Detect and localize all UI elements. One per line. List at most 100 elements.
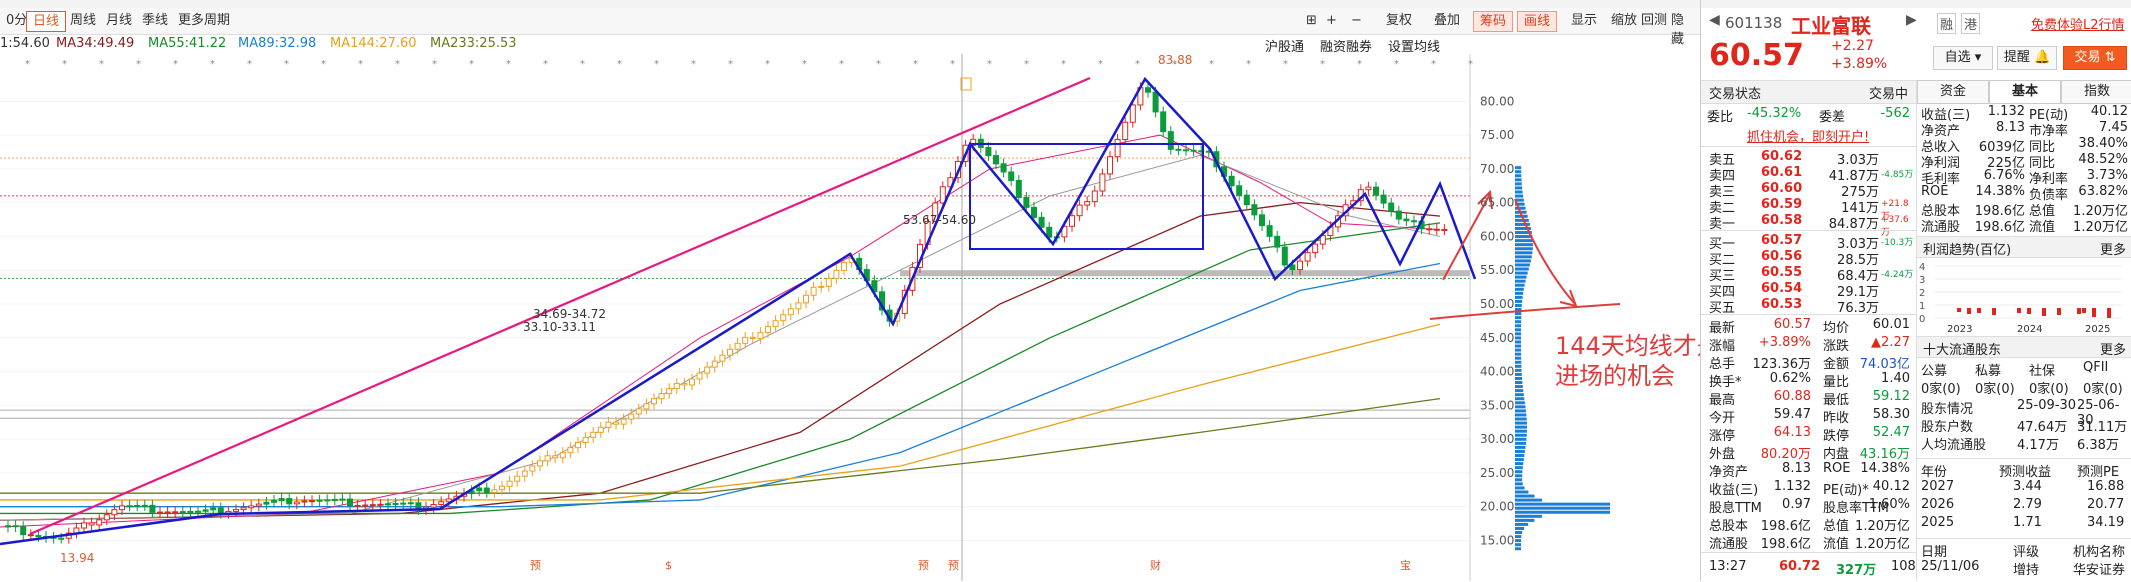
open-account-link[interactable]: 抓住机会，即刻开户! (1747, 130, 1870, 145)
period-week-tab[interactable]: 周线 (70, 13, 97, 28)
tab-index[interactable]: 指数 (2061, 80, 2131, 104)
candle-body (263, 501, 270, 505)
ask-label: 卖二 (1709, 201, 1736, 216)
l2-trial-link[interactable]: 免费体验L2行情 (2031, 18, 2125, 33)
trade-column: 交易状态 交易中 委比 -45.32% 委差 -562 抓住机会，即刻开户! 卖… (1701, 80, 1917, 581)
alert-button[interactable]: 提醒 🔔 (1997, 46, 2057, 70)
fund-label: PE(动) (2029, 108, 2069, 123)
candle-body (795, 302, 802, 310)
margin-link[interactable]: 融资融券 (1320, 40, 1373, 55)
holder-info: 25-06-30 (2077, 398, 2120, 428)
trend-header: 利润趋势(百亿) 更多 (1917, 236, 2131, 258)
holders-table: 公募 0家(0) 私募 0家(0) 社保 0家(0) QFII 0家(0) 股东情况 25-09-… (1917, 358, 2131, 458)
stat-value: 1.20万亿 (1855, 537, 1910, 552)
ask-price[interactable]: 60.59 (1761, 197, 1803, 212)
volume-profile-bar (1515, 239, 1533, 243)
prev-stock-icon[interactable]: ◀ (1709, 12, 1720, 28)
stat-value: 58.30 (1872, 407, 1910, 422)
bid-price[interactable]: 60.53 (1761, 297, 1803, 312)
stat-label: 净资产 (1709, 465, 1749, 480)
watchlist-button[interactable]: 自选 ▾ (1933, 46, 1993, 70)
hide-button[interactable]: 隐藏 (1671, 13, 1685, 47)
candle-body (833, 269, 840, 279)
candle-body (195, 510, 201, 513)
rating-header: 日期 (1921, 545, 1948, 560)
ask-label: 卖五 (1709, 153, 1736, 168)
top-marker: * (1431, 59, 1436, 70)
circle-underline (1429, 303, 1621, 320)
volume-profile-bar (1515, 454, 1525, 457)
trend-bar (1992, 308, 1996, 315)
ask-price[interactable]: 60.61 (1761, 165, 1803, 180)
overlay-button[interactable]: 叠加 (1434, 13, 1461, 28)
volume-profile-bar (1515, 389, 1524, 393)
candle-body (506, 480, 513, 487)
top-marker: * (99, 59, 104, 70)
stat-value: 8.13 (1782, 461, 1811, 476)
period-quarter-tab[interactable]: 季线 (142, 13, 169, 28)
bid-price[interactable]: 60.56 (1761, 249, 1803, 264)
zoom-icon[interactable]: ⊞ (1306, 13, 1317, 28)
next-stock-icon[interactable]: ▶ (1906, 12, 1917, 28)
stat-label: 收益(三) (1709, 483, 1759, 498)
volume-profile-bar (1515, 259, 1531, 263)
ask-price[interactable]: 60.58 (1761, 213, 1803, 228)
trend-more-link[interactable]: 更多 (2099, 243, 2126, 258)
top10-more-link[interactable]: 更多 (2099, 343, 2126, 358)
candle-body (88, 522, 95, 526)
moving-average-lines (0, 134, 1441, 528)
backtest-button[interactable]: 回测 (1641, 13, 1668, 28)
candles (5, 82, 1448, 544)
chip-button[interactable]: 筹码 (1473, 11, 1514, 32)
candle-body (179, 511, 186, 514)
stat-label: 总手 (1709, 357, 1736, 372)
volume-profile-bar (1515, 304, 1522, 307)
quote-stats: 最新 60.57 均价 60.01 涨幅 +3.89% 涨跌 ▲2.27 总手 123.36万 金额… (1701, 314, 1916, 555)
volume-profile-bar (1515, 429, 1527, 433)
fuquan-button[interactable]: 复权 (1386, 13, 1413, 28)
more-period-dropdown[interactable]: 更多周期 (178, 13, 231, 28)
ask-book: 卖五 60.62 3.03万 卖四 60.61 41.87万 -4.85万 卖三 60.60 27… (1701, 146, 1916, 238)
fund-label: 负债率 (2029, 188, 2069, 203)
display-button[interactable]: 显示 (1571, 13, 1598, 28)
trend-axis-label: 0 (1919, 314, 1925, 325)
forecast-cell: 34.19 (2087, 515, 2125, 530)
bid-price[interactable]: 60.57 (1761, 233, 1803, 248)
bid-price[interactable]: 60.55 (1761, 265, 1803, 280)
ask-price[interactable]: 60.62 (1761, 149, 1803, 164)
kline-chart[interactable]: * * * * * * * * * * * * * * * * * * * * * * * * * * * * * * * * * * * * * * * *… (0, 54, 1700, 581)
candle-body (803, 294, 809, 304)
fund-label: 毛利率 (1921, 172, 1961, 187)
event-marker: 预 (948, 559, 959, 572)
top-marker: * (1283, 59, 1288, 70)
y-tick-label: 70.00 (1480, 162, 1514, 176)
period-month-tab[interactable]: 月线 (106, 13, 133, 28)
plus-icon[interactable]: + (1326, 13, 1337, 28)
candle-body (1190, 149, 1197, 152)
ma-settings-link[interactable]: 设置均线 (1388, 40, 1441, 55)
volume-profile-bar (1515, 340, 1522, 344)
candle-body (331, 498, 338, 501)
trend-year-label: 2025 (2085, 324, 2110, 335)
candle-body (1266, 225, 1273, 237)
period-day-tab[interactable]: 日线 (26, 11, 67, 32)
candle-body (711, 360, 718, 368)
hugutong-link[interactable]: 沪股通 (1265, 40, 1305, 55)
candle-body (1274, 235, 1281, 248)
zoom-button[interactable]: 缩放 (1611, 13, 1638, 28)
ma-line (0, 154, 1441, 521)
bid-price[interactable]: 60.54 (1761, 281, 1803, 296)
tab-basic[interactable]: 基本 (1989, 80, 2061, 104)
holder-info: 4.17万 (2017, 438, 2059, 453)
top-marker: * (617, 59, 622, 70)
rating-cell: 25/11/06 (1921, 559, 1980, 574)
candle-body (134, 505, 141, 508)
tab-fund[interactable]: 资金 (1917, 80, 1989, 104)
trade-button[interactable]: 交易 ⇅ (2063, 46, 2127, 70)
fund-value: 6039亿 (1978, 140, 2025, 155)
draw-button[interactable]: 画线 (1517, 11, 1558, 32)
event-marker: 财 (1150, 558, 1161, 572)
minus-icon[interactable]: − (1351, 13, 1362, 28)
top-marker: * (987, 59, 992, 70)
ask-price[interactable]: 60.60 (1761, 181, 1803, 196)
